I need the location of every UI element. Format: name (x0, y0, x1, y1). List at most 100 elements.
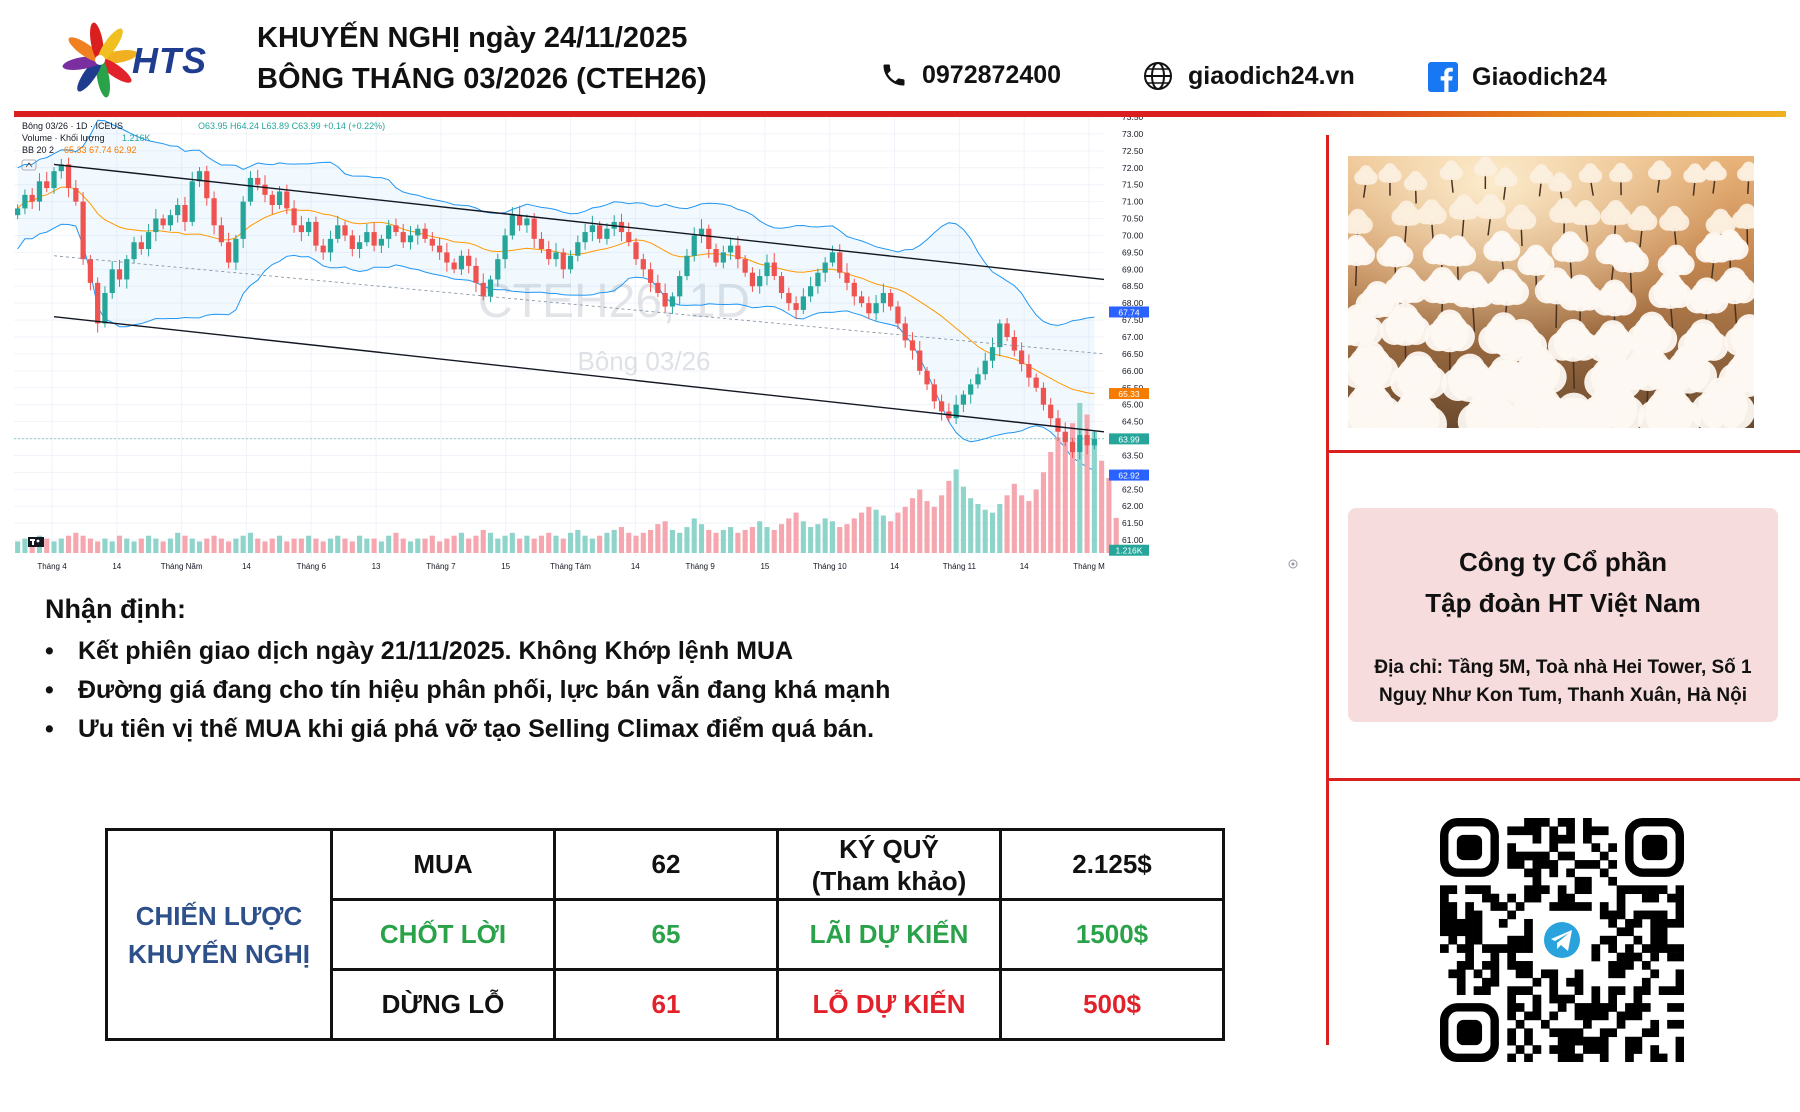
candle-body (160, 218, 166, 226)
candle-body (902, 323, 908, 341)
take-profit-action-cell: CHỐT LỜI (330, 898, 556, 971)
volume-bar (728, 527, 734, 553)
volume-bar (1062, 431, 1068, 553)
buy-price-cell: 62 (553, 828, 779, 901)
candle-body (909, 340, 916, 351)
volume-bar (597, 535, 603, 553)
price-chart[interactable]: CTEH26, 1D Bông 03/26 73.50 73.00 72.50 72.… (14, 117, 1314, 572)
volume-bar (706, 529, 712, 553)
hts-logo-mark (62, 22, 138, 98)
y-tick-label: 69.00 (1122, 264, 1144, 274)
table-row-take-profit: CHỐT LỜI 65 LÃI DỰ KIẾN 1500$ (107, 898, 1225, 971)
margin-note: (Tham khảo) (811, 865, 967, 896)
chart-volume-value: 1.216K (122, 133, 151, 143)
volume-bar (939, 495, 945, 553)
price-tag-label: 65.33 (1118, 389, 1140, 399)
candle-body (1091, 438, 1097, 446)
volume-bar (1026, 501, 1032, 553)
volume-bar (473, 535, 479, 553)
price-tag (1109, 433, 1149, 445)
volume-bar (742, 529, 748, 553)
candle-body (444, 252, 450, 263)
volume-bar (451, 535, 457, 553)
volume-bar (822, 518, 828, 553)
x-tick-label: Tháng 7 (426, 562, 456, 571)
candle-body (291, 208, 297, 226)
candle-body (524, 218, 530, 226)
volume-bar (873, 509, 879, 553)
candle-body (684, 255, 690, 277)
candle-body (662, 293, 668, 307)
table-row-buy: CHIẾN LƯỢC KHUYẾN NGHỊ MUA 62 KÝ QUỸ (Th… (105, 828, 1225, 1041)
logo-text: HTS (132, 40, 207, 81)
x-tick-label: 14 (890, 562, 899, 571)
candle-body (175, 205, 181, 216)
y-tick-label: 64.50 (1122, 417, 1144, 427)
expected-profit-amount-cell: 1500$ (999, 898, 1225, 971)
candle-body (938, 401, 945, 412)
volume-bar (364, 538, 370, 553)
volume-bar (247, 532, 253, 553)
candle-body (145, 232, 152, 249)
price-tag (1109, 306, 1149, 318)
candle-body (698, 228, 705, 236)
price-chart-svg[interactable]: CTEH26, 1D Bông 03/26 73.50 73.00 72.50 72.… (14, 117, 1314, 572)
volume-bar (880, 515, 886, 553)
x-tick-label: Tháng 11 (943, 562, 977, 571)
volume-bar (815, 524, 821, 553)
candle-body (44, 181, 50, 189)
candle-body (778, 276, 785, 293)
x-tick-label: Tháng 6 (297, 562, 327, 571)
volume-bar (327, 538, 334, 553)
volume-bar (538, 535, 544, 553)
volume-bar (320, 541, 326, 553)
margin-amount-cell: 2.125$ (999, 828, 1225, 901)
candle-body (968, 384, 974, 395)
volume-bar (284, 541, 290, 553)
volume-bar (1033, 489, 1039, 553)
price-tag (1109, 544, 1149, 556)
chart-settings-icon[interactable] (1288, 559, 1298, 569)
candle-body (837, 252, 843, 273)
volume-bar (400, 538, 406, 553)
qr-code[interactable] (1440, 818, 1685, 1063)
volume-bar (553, 535, 559, 553)
contact-website[interactable]: giaodich24.vn (1142, 60, 1355, 92)
volume-bar (648, 529, 654, 553)
volume-bar (953, 469, 959, 553)
analysis-item: Kết phiên giao dịch ngày 21/11/2025. Khô… (45, 632, 890, 671)
volume-bar (342, 538, 348, 553)
candle-body (225, 242, 232, 263)
contact-phone[interactable]: 0972872400 (880, 60, 1061, 90)
volume-bar (1099, 460, 1105, 553)
company-card: Công ty Cổ phần Tập đoàn HT Việt Nam Địa… (1348, 508, 1778, 722)
candle-body (364, 232, 370, 243)
candle-body (436, 245, 443, 253)
volume-bar (80, 535, 86, 553)
volume-bar (335, 535, 341, 553)
volume-bar (531, 538, 537, 553)
contact-facebook[interactable]: Giaodich24 (1428, 62, 1607, 92)
table-row-stop-loss: DỪNG LỖ 61 LỖ DỰ KIẾN 500$ (107, 968, 1225, 1041)
volume-bar (749, 527, 755, 553)
y-tick-label: 61.50 (1122, 518, 1144, 528)
y-tick-label: 72.50 (1122, 146, 1144, 156)
volume-bar (226, 541, 232, 553)
price-tag-label: 62.92 (1118, 471, 1140, 481)
legend-collapse-button[interactable] (21, 159, 37, 171)
website-url: giaodich24.vn (1188, 61, 1355, 90)
volume-bar (160, 541, 166, 553)
candle-body (742, 259, 748, 273)
y-tick-label: 65.00 (1122, 400, 1144, 410)
candle-body (327, 238, 334, 253)
candle-body (953, 404, 959, 419)
volume-bar (662, 521, 668, 553)
candle-body (313, 221, 319, 246)
volume-bar (1069, 423, 1076, 553)
chart-symbol-line: Bông 03/26 · 1D · ICEUS (22, 121, 123, 131)
candle-body (822, 262, 828, 273)
volume-bar (1019, 495, 1025, 553)
volume-bar (778, 524, 785, 553)
candle-body (306, 221, 312, 233)
analysis-list: Kết phiên giao dịch ngày 21/11/2025. Khô… (45, 632, 890, 749)
